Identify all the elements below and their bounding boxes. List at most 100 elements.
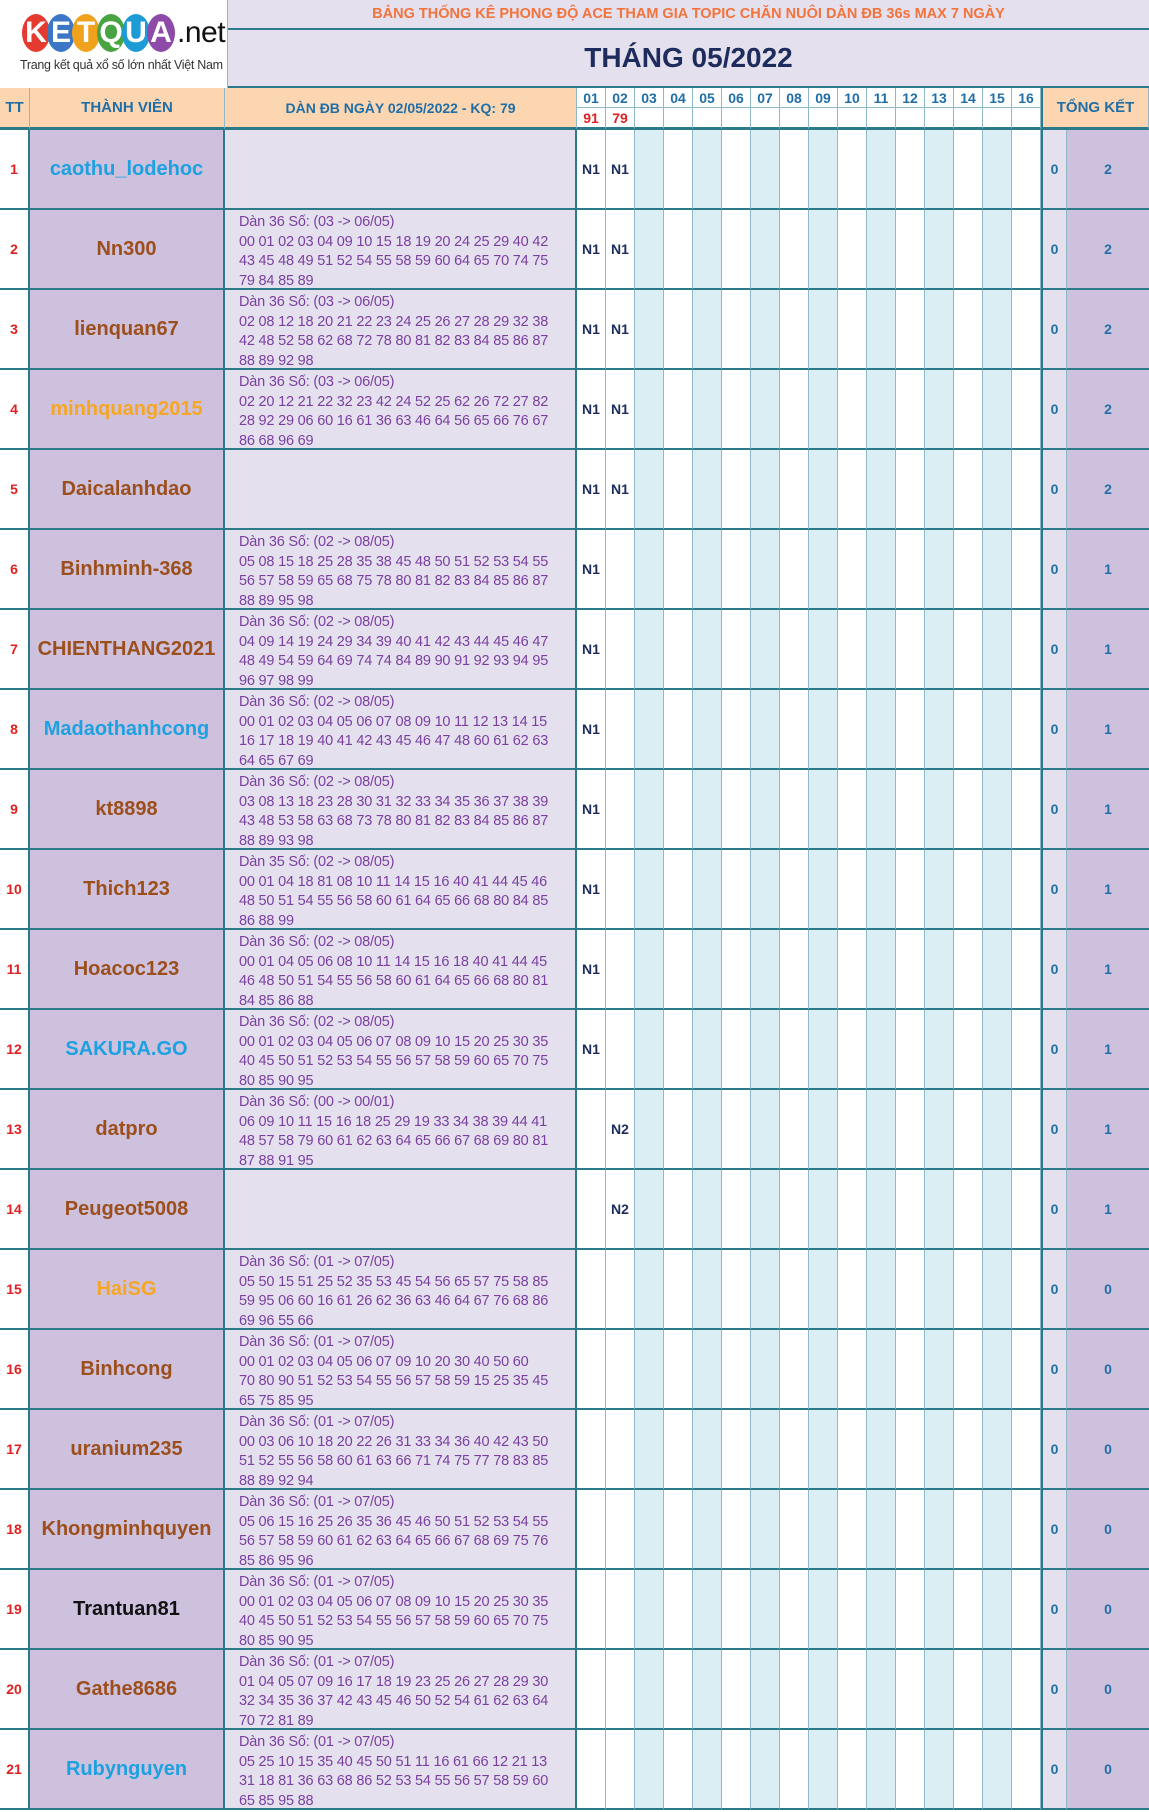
- day-cell: [809, 930, 838, 1010]
- member-dan: [225, 450, 577, 530]
- site-logo[interactable]: K E T Q U A .net Trang kết quả xổ số lớn nhất …: [0, 0, 228, 88]
- dan-line: 84 85 86 88: [239, 992, 314, 1009]
- day-cell: [809, 770, 838, 850]
- day-cell: [954, 1250, 983, 1330]
- dan-line: Dàn 36 Số: (03 -> 06/05): [239, 294, 395, 310]
- member-name[interactable]: caothu_lodehoc: [30, 130, 225, 210]
- logo-wordmark: K E T Q U A .net: [22, 12, 226, 54]
- day-cell: N1: [606, 290, 635, 370]
- day-cell: [780, 450, 809, 530]
- member-name[interactable]: Gathe8686: [30, 1650, 225, 1730]
- dan-line: 01 04 05 07 09 16 17 18 19 23 25 26 27 2…: [239, 1673, 549, 1690]
- day-cell: [1012, 1650, 1041, 1730]
- day-cell: [693, 1650, 722, 1730]
- member-name[interactable]: datpro: [30, 1090, 225, 1170]
- member-dan: Dàn 36 Số: (01 -> 07/05) 05 25 10 15 35 4…: [225, 1730, 577, 1810]
- summary-miss: 0: [1041, 1410, 1067, 1490]
- dan-line: 79 84 85 89: [239, 272, 314, 289]
- member-name[interactable]: Binhcong: [30, 1330, 225, 1410]
- summary-miss: 0: [1041, 1650, 1067, 1730]
- summary-hit: 1: [1067, 770, 1149, 850]
- day-cell: N1: [577, 130, 606, 210]
- member-name[interactable]: Trantuan81: [30, 1570, 225, 1650]
- day-cell: [577, 1650, 606, 1730]
- day-cell: [664, 690, 693, 770]
- day-cell: [867, 850, 896, 930]
- member-name[interactable]: Khongminhquyen: [30, 1490, 225, 1570]
- day-cell: [954, 1170, 983, 1250]
- day-cell: [983, 1170, 1012, 1250]
- row-number: 19: [0, 1570, 30, 1650]
- member-name[interactable]: Binhminh-368: [30, 530, 225, 610]
- day-cell: [635, 1250, 664, 1330]
- day-cell: [983, 1410, 1012, 1490]
- member-name[interactable]: CHIENTHANG2021: [30, 610, 225, 690]
- day-cell: [896, 930, 925, 1010]
- member-dan: Dàn 36 Số: (02 -> 08/05) 00 01 02 03 04 0…: [225, 690, 577, 770]
- member-name[interactable]: Peugeot5008: [30, 1170, 225, 1250]
- day-cell: [809, 1650, 838, 1730]
- day-cell: [664, 1410, 693, 1490]
- day-cell: [896, 1330, 925, 1410]
- dan-line: 40 45 50 51 52 53 54 55 56 57 58 59 60 6…: [239, 1053, 549, 1070]
- day-cell: [838, 610, 867, 690]
- day-cell: [925, 1570, 954, 1650]
- day-cell: [780, 1170, 809, 1250]
- day-cell: [635, 690, 664, 770]
- day-cell: [693, 210, 722, 290]
- day-cell: [635, 1650, 664, 1730]
- day-cell: N1: [577, 930, 606, 1010]
- dan-line: 06 09 10 11 15 16 18 25 29 19 33 34 38 3…: [239, 1113, 548, 1130]
- member-name[interactable]: Thich123: [30, 850, 225, 930]
- day-cell: [867, 610, 896, 690]
- day-cell: [693, 930, 722, 1010]
- day-cell: [693, 530, 722, 610]
- summary-hit: 2: [1067, 450, 1149, 530]
- day-result: [664, 108, 693, 130]
- member-name[interactable]: Nn300: [30, 210, 225, 290]
- day-cell: [577, 1410, 606, 1490]
- member-name[interactable]: Rubynguyen: [30, 1730, 225, 1810]
- day-header: 08: [780, 88, 809, 108]
- day-cell: [693, 130, 722, 210]
- day-cell: [809, 1410, 838, 1490]
- member-name[interactable]: minhquang2015: [30, 370, 225, 450]
- dan-line: 85 86 95 96: [239, 1552, 314, 1569]
- member-name[interactable]: uranium235: [30, 1410, 225, 1490]
- day-cell: [722, 850, 751, 930]
- day-cell: N1: [577, 210, 606, 290]
- dan-line: 00 03 06 10 18 20 22 26 31 33 34 36 40 4…: [239, 1433, 549, 1450]
- day-cell: [838, 1730, 867, 1810]
- day-cell: [722, 210, 751, 290]
- dan-line: Dàn 36 Số: (03 -> 06/05): [239, 214, 395, 230]
- day-cell: [925, 290, 954, 370]
- member-name[interactable]: HaiSG: [30, 1250, 225, 1330]
- summary-miss: 0: [1041, 1490, 1067, 1570]
- member-name[interactable]: lienquan67: [30, 290, 225, 370]
- day-result: [867, 108, 896, 130]
- day-cell: [867, 450, 896, 530]
- day-cell: [722, 930, 751, 1010]
- summary-miss: 0: [1041, 850, 1067, 930]
- summary-hit: 1: [1067, 1170, 1149, 1250]
- day-cell: [722, 1410, 751, 1490]
- member-dan: Dàn 36 Số: (00 -> 00/01) 06 09 10 11 15 1…: [225, 1090, 577, 1170]
- day-cell: [896, 1250, 925, 1330]
- member-name[interactable]: kt8898: [30, 770, 225, 850]
- member-name[interactable]: Daicalanhdao: [30, 450, 225, 530]
- day-cell: [751, 930, 780, 1010]
- member-dan: Dàn 36 Số: (02 -> 08/05) 00 01 04 05 06 0…: [225, 930, 577, 1010]
- day-cell: [983, 1010, 1012, 1090]
- dan-line: 56 57 58 59 60 61 62 63 64 65 66 67 68 6…: [239, 1533, 549, 1550]
- member-name[interactable]: Hoacoc123: [30, 930, 225, 1010]
- dan-line: 05 08 15 18 25 28 35 38 45 48 50 51 52 5…: [239, 553, 549, 570]
- member-name[interactable]: SAKURA.GO: [30, 1010, 225, 1090]
- day-cell: N1: [577, 610, 606, 690]
- day-cell: [751, 770, 780, 850]
- day-cell: [925, 1410, 954, 1490]
- member-name[interactable]: Madaothanhcong: [30, 690, 225, 770]
- day-cell: [1012, 130, 1041, 210]
- dan-line: 04 09 14 19 24 29 34 39 40 41 42 43 44 4…: [239, 633, 549, 650]
- day-cell: [925, 210, 954, 290]
- day-cell: [983, 210, 1012, 290]
